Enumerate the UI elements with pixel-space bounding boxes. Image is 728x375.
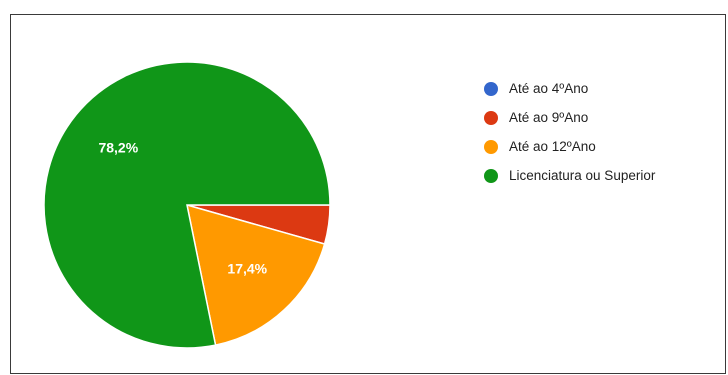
chart-frame: 17,4% 78,2% Até ao 4ºAno Até ao 9ºAno Até… [10,14,726,374]
legend-label: Até ao 9ºAno [509,110,589,125]
pie-slice-labels: 17,4% 78,2% [98,140,267,277]
legend-swatch-icon [484,168,498,183]
legend-item[interactable]: Licenciatura ou Superior [484,161,655,190]
legend-label: Até ao 4ºAno [509,81,589,96]
chart-legend: Até ao 4ºAno Até ao 9ºAno Até ao 12ºAno … [484,74,655,190]
legend-item[interactable]: Até ao 4ºAno [484,74,655,103]
pie-slice-label: 78,2% [98,140,138,156]
pie-slices [43,61,331,349]
legend-swatch-icon [484,139,498,154]
legend-item[interactable]: Até ao 9ºAno [484,103,655,132]
pie-slice[interactable] [43,61,331,349]
pie-chart: 17,4% 78,2% [43,61,331,349]
pie-slice[interactable] [186,203,326,347]
legend-item[interactable]: Até ao 12ºAno [484,132,655,161]
pie-slice-label: 17,4% [227,261,267,277]
legend-swatch-icon [484,110,498,125]
legend-label: Até ao 12ºAno [509,139,596,154]
legend-label: Licenciatura ou Superior [509,168,656,183]
legend-swatch-icon [484,81,498,96]
